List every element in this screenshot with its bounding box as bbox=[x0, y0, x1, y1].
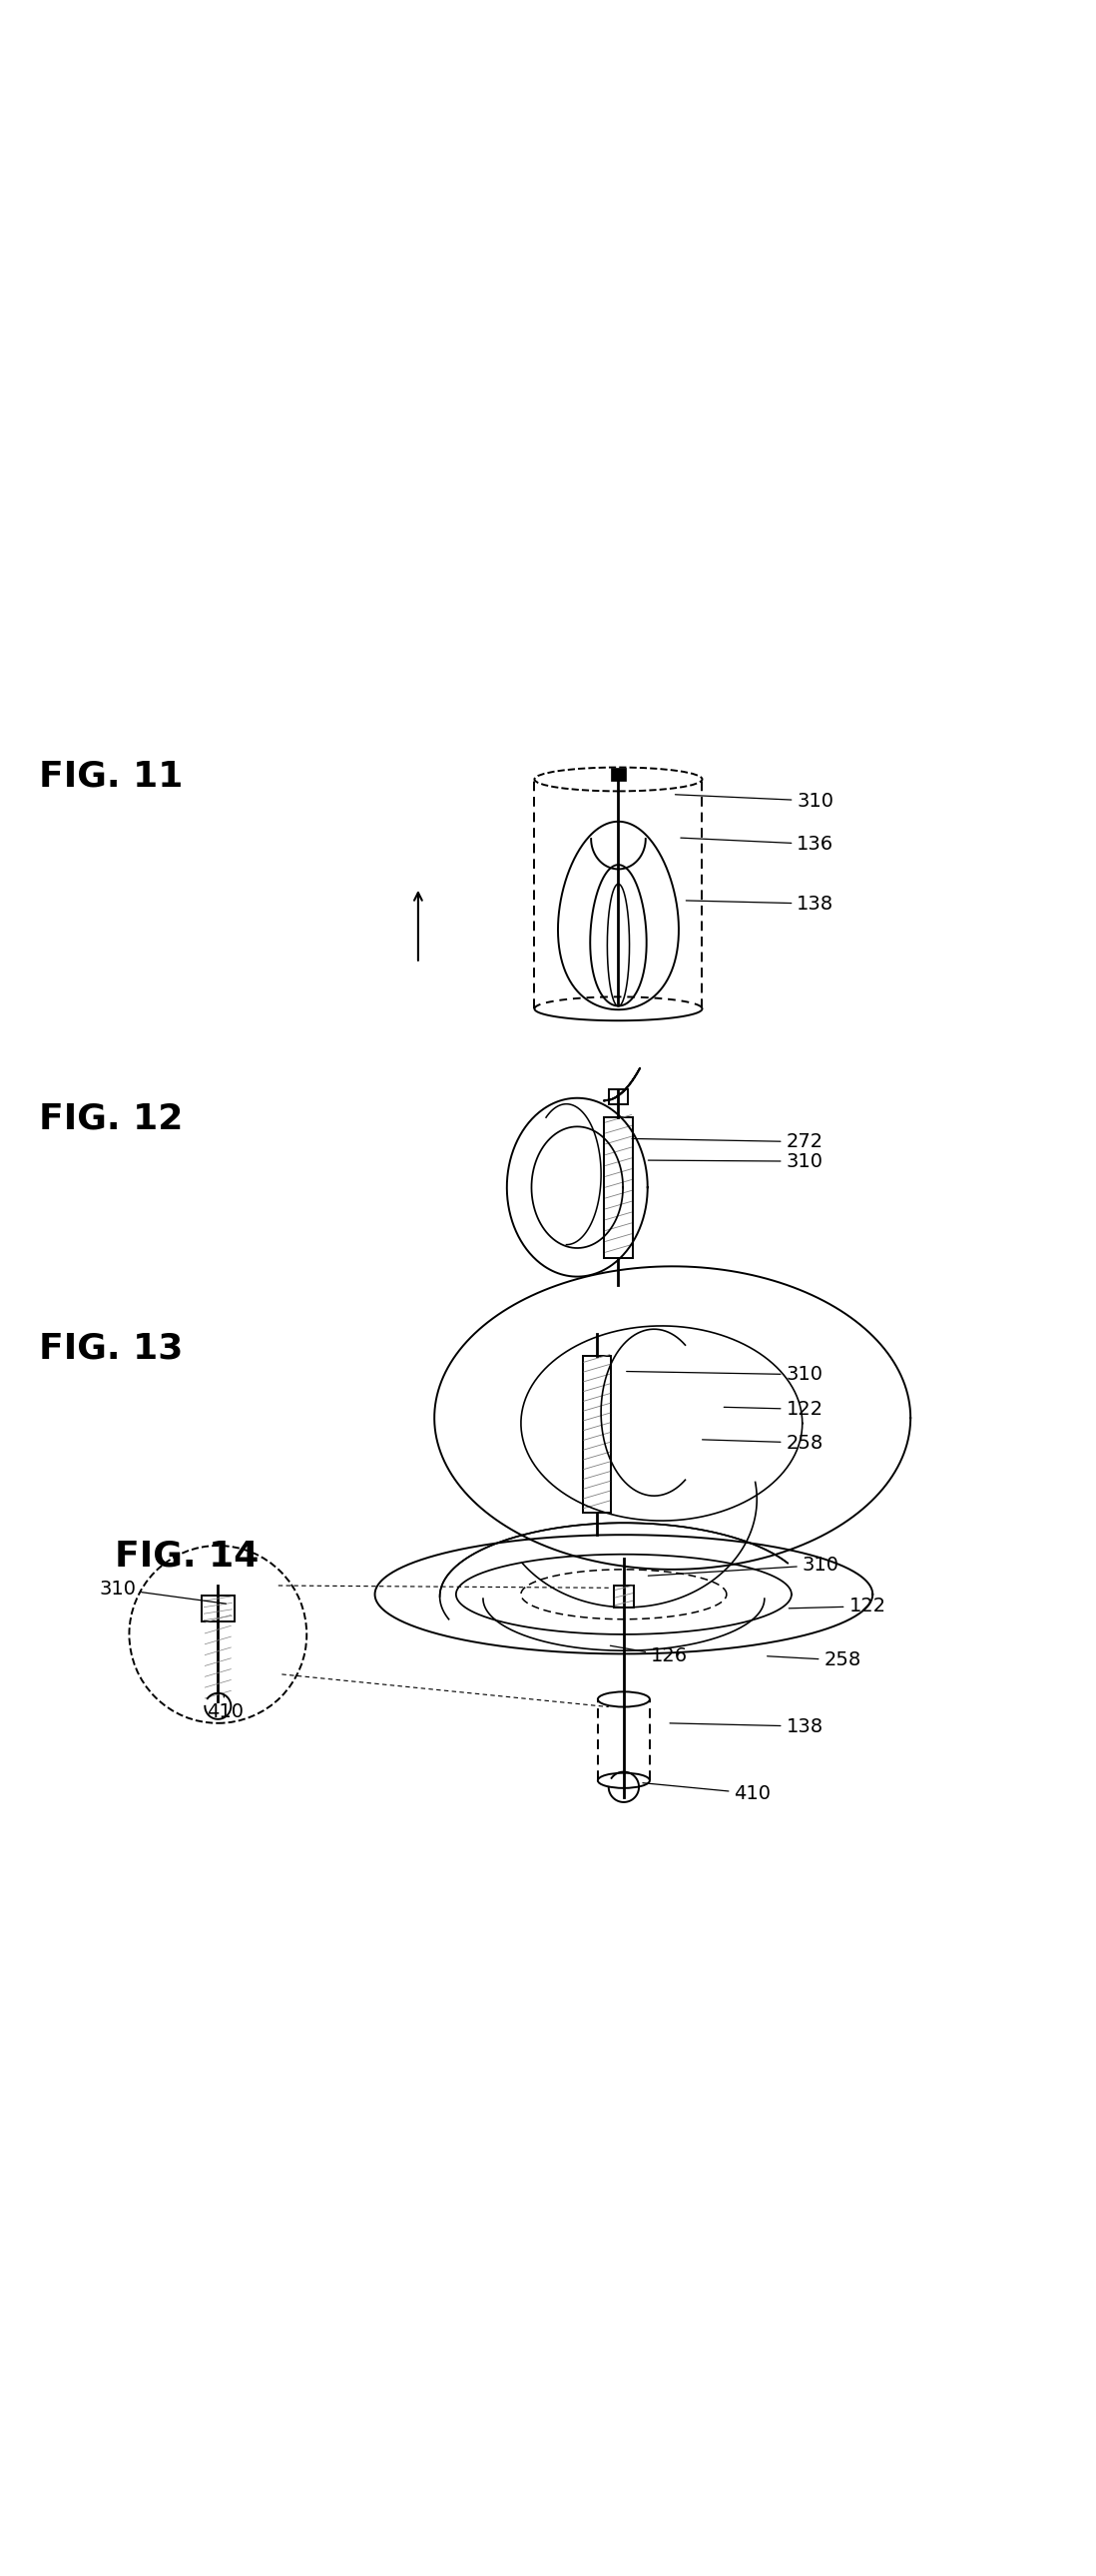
Text: 310: 310 bbox=[648, 1556, 840, 1577]
Text: 410: 410 bbox=[642, 1783, 772, 1803]
Bar bbox=[608, 1090, 628, 1105]
Bar bbox=[604, 1118, 632, 1257]
Text: 136: 136 bbox=[681, 835, 834, 853]
Text: FIG. 11: FIG. 11 bbox=[39, 760, 183, 793]
Text: 310: 310 bbox=[627, 1365, 823, 1383]
Text: 272: 272 bbox=[632, 1133, 823, 1151]
Ellipse shape bbox=[597, 1692, 650, 1708]
Text: 310: 310 bbox=[675, 791, 834, 811]
Ellipse shape bbox=[597, 1772, 650, 1788]
Text: FIG. 13: FIG. 13 bbox=[39, 1332, 183, 1365]
Bar bbox=[202, 1595, 235, 1620]
Text: 258: 258 bbox=[767, 1651, 861, 1669]
Text: 138: 138 bbox=[670, 1716, 823, 1736]
Bar bbox=[583, 1355, 610, 1512]
Text: 126: 126 bbox=[610, 1646, 688, 1667]
Text: 410: 410 bbox=[207, 1695, 244, 1721]
Text: 310: 310 bbox=[99, 1579, 226, 1605]
Text: 122: 122 bbox=[724, 1399, 823, 1419]
Bar bbox=[614, 1587, 633, 1607]
Text: 138: 138 bbox=[686, 894, 834, 914]
Text: 310: 310 bbox=[648, 1151, 823, 1172]
Text: FIG. 14: FIG. 14 bbox=[115, 1538, 260, 1574]
Bar bbox=[610, 768, 626, 781]
Text: 258: 258 bbox=[703, 1432, 823, 1453]
Text: FIG. 12: FIG. 12 bbox=[39, 1103, 183, 1136]
Text: 122: 122 bbox=[789, 1597, 886, 1615]
